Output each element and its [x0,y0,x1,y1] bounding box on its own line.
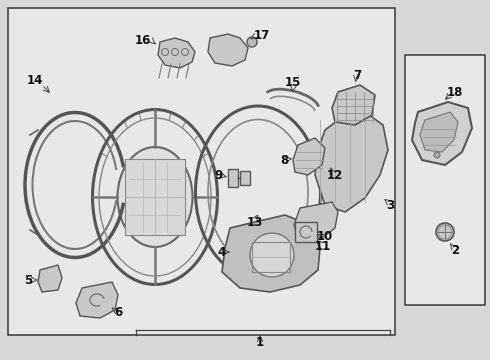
Polygon shape [315,112,388,212]
Polygon shape [208,34,248,66]
Text: 7: 7 [353,68,361,81]
Circle shape [434,152,440,158]
Polygon shape [76,282,118,318]
Bar [228,169,238,187]
Polygon shape [222,215,320,292]
Bar [240,171,250,185]
Text: 9: 9 [214,168,222,181]
Text: 2: 2 [451,243,459,256]
Text: 3: 3 [386,198,394,212]
Text: 15: 15 [285,76,301,89]
Circle shape [247,37,257,47]
Text: 18: 18 [447,86,463,99]
Text: 6: 6 [114,306,122,319]
Bar [125,159,185,235]
Text: 16: 16 [135,33,151,46]
Text: 8: 8 [280,153,288,166]
Circle shape [250,233,294,277]
Text: 1: 1 [256,336,264,348]
Bar [252,242,290,272]
Polygon shape [294,202,338,238]
Text: 12: 12 [327,168,343,181]
Polygon shape [38,265,62,292]
Polygon shape [412,102,472,165]
Text: 17: 17 [254,28,270,41]
Text: 11: 11 [315,240,331,253]
Text: 4: 4 [218,246,226,258]
Circle shape [436,223,454,241]
Text: 14: 14 [27,73,43,86]
Polygon shape [332,85,375,125]
Text: 5: 5 [24,274,32,287]
Polygon shape [420,112,458,152]
Polygon shape [158,38,195,68]
Bar [8,8,395,335]
Bar [405,55,485,305]
Text: 13: 13 [247,216,263,229]
Polygon shape [293,138,325,175]
Ellipse shape [118,147,193,247]
Bar [295,222,317,242]
Text: 10: 10 [317,230,333,243]
